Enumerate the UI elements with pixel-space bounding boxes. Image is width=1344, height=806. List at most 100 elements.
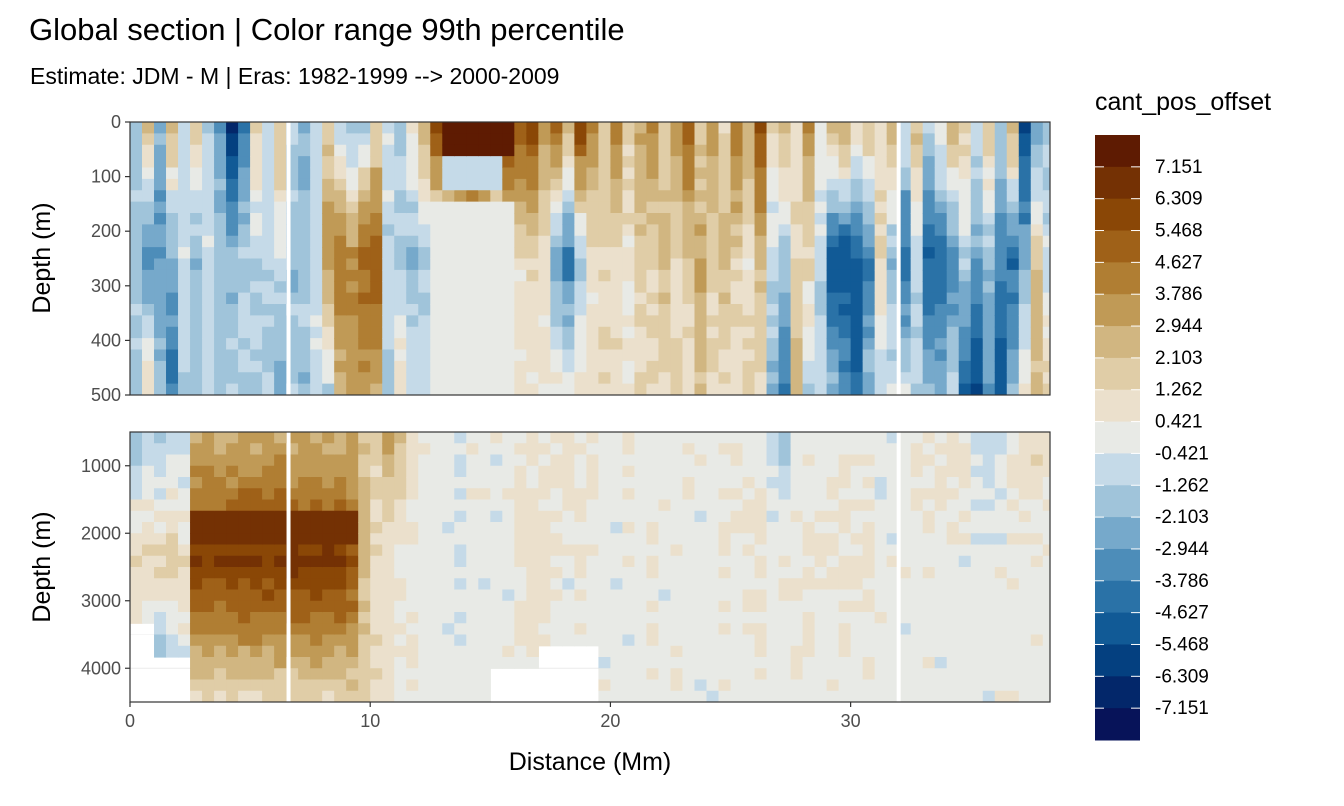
- lower-cell: [190, 567, 203, 579]
- upper-cell: [262, 269, 275, 282]
- x-tick-label: 20: [600, 711, 620, 731]
- lower-cell: [898, 567, 912, 579]
- y-tick-label: 1000: [81, 456, 121, 476]
- upper-cell: [538, 269, 551, 282]
- upper-cell: [910, 224, 924, 237]
- lower-cell: [550, 465, 563, 478]
- lower-cell: [418, 645, 431, 658]
- upper-cell: [1030, 269, 1044, 282]
- lower-cell: [862, 623, 876, 636]
- lower-cell: [190, 679, 203, 692]
- upper-cell: [298, 269, 311, 282]
- lower-cell: [310, 634, 323, 647]
- upper-cell: [154, 269, 167, 282]
- upper-cell: [658, 383, 672, 395]
- upper-cell: [394, 338, 407, 351]
- lower-cell: [874, 600, 888, 613]
- lower-cell: [526, 510, 539, 523]
- upper-cell: [838, 269, 852, 282]
- lower-cell: [670, 645, 684, 658]
- lower-cell: [442, 533, 455, 546]
- lower-cell: [910, 522, 924, 534]
- upper-cell: [466, 349, 479, 362]
- upper-cell: [298, 133, 311, 146]
- lower-cell: [346, 578, 359, 591]
- upper-cell: [970, 201, 984, 214]
- upper-cell: [454, 122, 467, 134]
- upper-cell: [214, 235, 227, 248]
- upper-cell: [454, 292, 467, 305]
- upper-cell: [922, 281, 936, 294]
- lower-cell: [946, 465, 960, 478]
- upper-cell: [190, 292, 203, 305]
- lower-cell: [1030, 589, 1044, 602]
- lower-cell: [178, 578, 191, 591]
- lower-cell: [826, 443, 840, 456]
- lower-cell: [886, 623, 900, 636]
- lower-cell: [706, 555, 720, 568]
- lower-cell: [898, 668, 912, 681]
- lower-cell: [754, 477, 768, 489]
- upper-cell: [814, 258, 828, 271]
- lower-cell: [1018, 477, 1032, 489]
- upper-cell: [754, 201, 768, 214]
- lower-cell: [406, 522, 419, 534]
- upper-cell: [298, 247, 311, 260]
- lower-cell: [1018, 544, 1032, 557]
- upper-cell: [850, 349, 864, 362]
- lower-cell: [934, 443, 948, 456]
- upper-cell: [850, 224, 864, 237]
- lower-cell: [622, 679, 636, 692]
- lower-cell: [922, 488, 936, 501]
- upper-cell: [946, 349, 960, 362]
- lower-cell: [310, 657, 323, 669]
- lower-cell: [190, 432, 203, 444]
- upper-cell: [538, 281, 551, 294]
- lower-cell: [694, 612, 708, 624]
- lower-cell: [466, 533, 479, 546]
- upper-cell: [226, 349, 239, 362]
- upper-cell: [886, 383, 900, 395]
- lower-cell: [454, 657, 467, 669]
- upper-cell: [610, 360, 624, 373]
- lower-cell: [322, 443, 335, 456]
- upper-cell: [142, 281, 155, 294]
- lower-cell: [406, 589, 419, 602]
- lower-cell: [346, 612, 359, 624]
- upper-cell: [838, 213, 852, 225]
- lower-cell: [454, 555, 467, 568]
- upper-cell: [526, 372, 539, 385]
- upper-cell: [298, 190, 311, 203]
- lower-cell: [574, 510, 587, 523]
- upper-cell: [586, 349, 600, 362]
- upper-cell: [826, 304, 840, 316]
- upper-cell: [910, 167, 924, 180]
- upper-cell: [538, 178, 551, 191]
- lower-cell: [802, 533, 816, 546]
- upper-cell: [202, 304, 215, 316]
- upper-cell: [970, 258, 984, 271]
- upper-cell: [322, 360, 335, 373]
- lower-cell: [646, 690, 660, 702]
- upper-cell: [370, 201, 383, 214]
- lower-cell: [262, 634, 275, 647]
- lower-cell: [370, 645, 383, 658]
- upper-cell: [694, 258, 708, 271]
- upper-cell: [550, 213, 563, 225]
- upper-cell: [358, 304, 371, 316]
- upper-cell: [1030, 360, 1044, 373]
- upper-cell: [310, 122, 323, 134]
- upper-cell: [550, 326, 563, 339]
- lower-cell: [814, 454, 828, 467]
- upper-cell: [1018, 201, 1032, 214]
- upper-cell: [406, 224, 419, 237]
- upper-cell: [742, 156, 756, 169]
- lower-cell: [418, 555, 431, 568]
- lower-cell: [514, 623, 527, 636]
- upper-cell: [526, 167, 539, 180]
- lower-cell: [730, 499, 744, 512]
- upper-cell: [538, 338, 551, 351]
- lower-cell: [358, 443, 371, 456]
- lower-cell: [658, 567, 672, 579]
- lower-cell: [1006, 522, 1020, 534]
